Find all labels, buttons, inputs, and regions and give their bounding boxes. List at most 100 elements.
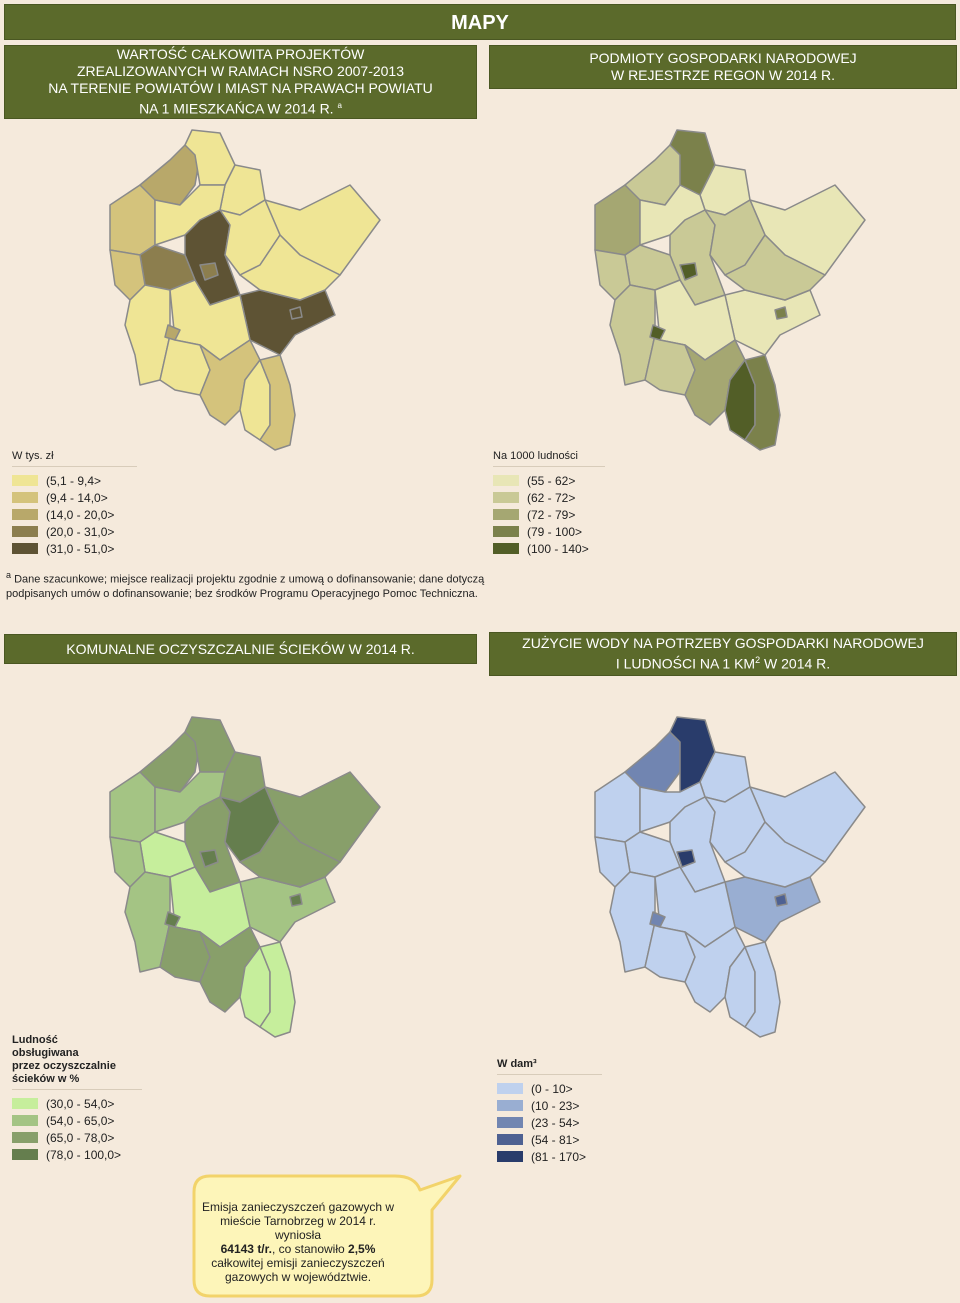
legend-item: (65,0 - 78,0> (12, 1129, 142, 1146)
legend-item: (62 - 72> (493, 489, 605, 506)
map4-city-3 (774, 893, 788, 907)
legend-swatch (493, 509, 519, 520)
legend-label: (81 - 170> (531, 1149, 587, 1164)
callout-line1: Emisja zanieczyszczeń gazowych w (201, 1200, 395, 1214)
map3-region-center-east (239, 876, 336, 943)
callout-value: 64143 t/r. (220, 1242, 272, 1256)
legend-wastewater-title: Ludność obsługiwana przez oczyszczalnie … (12, 1034, 142, 1090)
legend-label: (14,0 - 20,0> (46, 507, 115, 522)
map1-region-nw (109, 184, 156, 256)
legend-swatch (12, 509, 38, 520)
callout-line5: gazowych w województwie. (224, 1270, 372, 1284)
legend-label: (9,4 - 14,0> (46, 490, 108, 505)
legend-nsro: W tys. zł (5,1 - 9,4> (9,4 - 14,0> (14,0… (12, 450, 137, 557)
map3-region-south3 (259, 941, 296, 1038)
header-nsro-line3: NA TERENIE POWIATÓW I MIAST NA PRAWACH P… (48, 80, 433, 97)
callout-line3: 64143 t/r., co stanowiło 2,5% (198, 1242, 398, 1256)
legend-item: (79 - 100> (493, 523, 605, 540)
legend-swatch (12, 1132, 38, 1143)
map2-region-south3 (744, 354, 781, 451)
map4-region-east-center (724, 821, 826, 888)
legend-swatch (12, 543, 38, 554)
header-wastewater: KOMUNALNE OCZYSZCZALNIE ŚCIEKÓW W 2014 R… (4, 634, 477, 664)
header-regon: PODMIOTY GOSPODARKI NARODOWEJ W REJESTRZ… (489, 45, 957, 89)
map3-city-1 (164, 911, 181, 928)
legend-item: (23 - 54> (497, 1114, 602, 1131)
map4-city-1 (649, 911, 666, 928)
map2-region-east-center (724, 234, 826, 301)
map4-region-center-east (724, 876, 821, 943)
legend-item: (31,0 - 51,0> (12, 540, 137, 557)
header-nsro-line4: NA 1 MIESZKAŃCA W 2014 R. (139, 100, 334, 117)
legend-item: (10 - 23> (497, 1097, 602, 1114)
map1-city-1 (164, 324, 181, 341)
legend-nsro-title: W tys. zł (12, 450, 137, 467)
header-nsro-line2: ZREALIZOWANYCH W RAMACH NSRO 2007-2013 (77, 63, 404, 80)
legend-swatch (493, 543, 519, 554)
legend-wastewater: Ludność obsługiwana przez oczyszczalnie … (12, 1034, 142, 1163)
header-nsro-projects: WARTOŚĆ CAŁKOWITA PROJEKTÓW ZREALIZOWANY… (4, 45, 477, 119)
header-regon-line2: W REJESTRZE REGON W 2014 R. (610, 67, 836, 83)
legend-swatch (12, 1098, 38, 1109)
legend-wastewater-title-line3: przez oczyszczalnie (12, 1060, 116, 1072)
map2-city-3 (774, 306, 788, 320)
legend-label: (62 - 72> (527, 490, 576, 505)
callout-mid: , co stanowiło (271, 1242, 349, 1256)
legend-swatch (12, 475, 38, 486)
legend-swatch (493, 526, 519, 537)
legend-label: (65,0 - 78,0> (46, 1130, 115, 1145)
map1-city-2 (199, 262, 219, 281)
legend-label: (72 - 79> (527, 507, 576, 522)
map-water-use (594, 716, 866, 1038)
legend-item: (14,0 - 20,0> (12, 506, 137, 523)
legend-swatch (497, 1117, 523, 1128)
legend-item: (54,0 - 65,0> (12, 1112, 142, 1129)
legend-label: (10 - 23> (531, 1098, 580, 1113)
legend-item: (78,0 - 100,0> (12, 1146, 142, 1163)
legend-swatch (497, 1100, 523, 1111)
header-wastewater-line1: KOMUNALNE OCZYSZCZALNIE ŚCIEKÓW W 2014 R… (66, 640, 415, 657)
page-title: MAPY (4, 4, 956, 40)
legend-item: (5,1 - 9,4> (12, 472, 137, 489)
map-wastewater (109, 716, 381, 1038)
legend-label: (30,0 - 54,0> (46, 1096, 115, 1111)
legend-label: (78,0 - 100,0> (46, 1147, 122, 1162)
legend-item: (100 - 140> (493, 540, 605, 557)
legend-label: (55 - 62> (527, 473, 576, 488)
legend-swatch (12, 1149, 38, 1160)
legend-label: (31,0 - 51,0> (46, 541, 115, 556)
footnote: a Dane szacunkowe; miejsce realizacji pr… (6, 568, 486, 601)
map3-region-east-center (239, 821, 341, 888)
legend-water-use: W dam³ (0 - 10> (10 - 23> (23 - 54> (54 … (497, 1058, 602, 1165)
map4-city-2 (676, 849, 696, 868)
legend-wastewater-title-line1: Ludność (12, 1034, 58, 1046)
map2-region-center-east (724, 289, 821, 356)
legend-regon-title: Na 1000 ludności (493, 450, 605, 467)
legend-label: (54,0 - 65,0> (46, 1113, 115, 1128)
legend-swatch (497, 1083, 523, 1094)
header-water-line1: ZUŻYCIE WODY NA POTRZEBY GOSPODARKI NARO… (522, 635, 924, 652)
legend-label: (5,1 - 9,4> (46, 473, 102, 488)
callout-pct: 2,5% (348, 1242, 376, 1256)
legend-label: (23 - 54> (531, 1115, 580, 1130)
legend-swatch (497, 1151, 523, 1162)
legend-wastewater-title-line2: obsługiwana (12, 1047, 79, 1059)
callout-text: Emisja zanieczyszczeń gazowych w mieście… (198, 1200, 398, 1284)
callout-line4: całkowitej emisji zanieczyszczeń (211, 1256, 385, 1270)
map1-region-center-dark2 (239, 289, 336, 356)
legend-swatch (12, 492, 38, 503)
legend-item: (81 - 170> (497, 1148, 602, 1165)
map1-city-3 (289, 306, 303, 320)
legend-label: (79 - 100> (527, 524, 583, 539)
map2-city-2 (679, 262, 698, 281)
legend-item: (54 - 81> (497, 1131, 602, 1148)
header-water-sup: 2 (755, 655, 761, 666)
legend-regon: Na 1000 ludności (55 - 62> (62 - 72> (72… (493, 450, 605, 557)
header-water-line2b: W 2014 R. (760, 655, 831, 672)
map3-city-3 (289, 893, 303, 907)
map4-region-south3 (744, 941, 781, 1038)
header-water-use: ZUŻYCIE WODY NA POTRZEBY GOSPODARKI NARO… (489, 632, 957, 676)
map1-region-east-center (239, 234, 341, 301)
legend-label: (20,0 - 31,0> (46, 524, 115, 539)
footnote-marker: a (6, 570, 12, 580)
